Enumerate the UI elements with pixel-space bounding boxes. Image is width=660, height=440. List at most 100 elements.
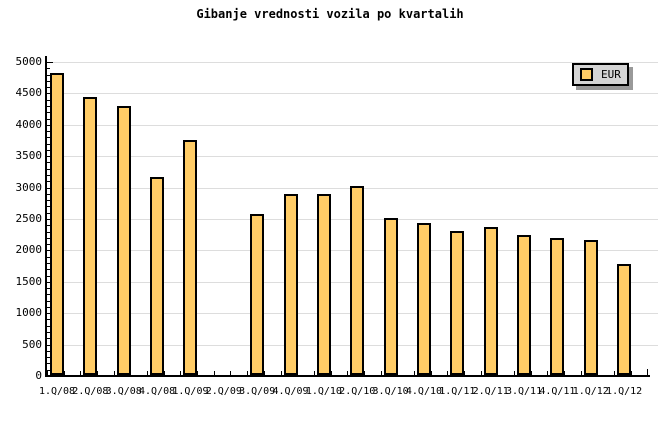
- x-tick: [97, 371, 99, 375]
- x-tick: [213, 371, 215, 375]
- y-tick: [47, 363, 50, 365]
- x-tick-label: 1.Q/11: [439, 386, 476, 397]
- x-tick-label: 2.Q/09: [205, 386, 242, 397]
- h-gridline: [47, 93, 658, 95]
- h-gridline: [47, 124, 658, 126]
- x-tick: [597, 371, 599, 375]
- y-tick: [47, 269, 50, 271]
- y-tick: [47, 262, 50, 264]
- bar: [517, 235, 532, 375]
- x-tick-label: 3.Q/10: [372, 386, 409, 397]
- x-tick: [530, 371, 532, 375]
- y-tick: [47, 325, 50, 327]
- x-tick: [263, 371, 265, 375]
- y-tick: [47, 256, 50, 258]
- h-gridline: [47, 156, 658, 158]
- x-tick-label: 3.Q/11: [505, 386, 543, 397]
- x-tick: [647, 369, 649, 375]
- y-tick: [47, 62, 53, 63]
- x-tick: [247, 371, 249, 375]
- x-tick: [180, 371, 182, 375]
- x-tick: [230, 371, 232, 375]
- y-tick: [47, 225, 50, 227]
- x-tick: [514, 371, 516, 375]
- y-tick-label: 0: [35, 369, 42, 382]
- x-tick: [313, 371, 315, 375]
- x-tick-label: 1.Q/12: [572, 386, 609, 397]
- x-tick: [447, 371, 449, 375]
- x-tick-label: 1.Q/12: [606, 386, 643, 397]
- y-tick-label: 5000: [15, 55, 43, 68]
- y-tick: [47, 118, 50, 120]
- x-tick: [280, 371, 282, 375]
- y-tick: [47, 131, 50, 133]
- chart-title: Gibanje vrednosti vozila po kvartalih: [196, 7, 464, 21]
- legend-label: EUR: [601, 68, 621, 81]
- y-tick: [47, 68, 50, 70]
- y-tick: [47, 112, 50, 114]
- y-tick: [47, 74, 50, 76]
- y-tick-label: 4500: [15, 86, 43, 100]
- y-tick: [47, 175, 50, 177]
- y-tick: [47, 300, 50, 302]
- y-tick: [47, 231, 50, 233]
- y-tick: [47, 237, 50, 239]
- x-tick: [630, 371, 632, 375]
- x-tick: [130, 371, 132, 375]
- y-tick: [47, 105, 50, 107]
- bar: [83, 97, 98, 375]
- bar: [116, 106, 131, 375]
- x-axis-line: [45, 375, 650, 377]
- x-tick: [614, 371, 616, 375]
- x-tick: [564, 371, 566, 375]
- y-tick: [47, 332, 50, 334]
- y-tick-label: 4000: [15, 117, 43, 131]
- y-tick: [47, 99, 50, 101]
- legend-swatch-icon: [580, 68, 593, 81]
- x-tick: [413, 371, 415, 375]
- y-tick: [47, 357, 50, 359]
- x-tick: [163, 371, 165, 375]
- y-tick: [47, 87, 50, 89]
- bar: [383, 218, 398, 375]
- x-tick: [147, 371, 149, 375]
- x-tick: [63, 371, 65, 375]
- y-tick: [47, 162, 50, 164]
- x-tick-label: 1.Q/08: [38, 386, 76, 397]
- x-tick-label: 2.Q/08: [72, 386, 109, 397]
- h-gridline: [47, 62, 658, 63]
- bar: [150, 177, 165, 375]
- x-tick: [113, 371, 115, 375]
- x-tick: [430, 371, 432, 375]
- y-tick-label: 1000: [15, 306, 43, 320]
- x-tick: [297, 371, 299, 375]
- x-tick-label: 1.Q/10: [305, 386, 342, 397]
- y-tick: [47, 275, 50, 277]
- y-tick-label: 1500: [15, 274, 43, 288]
- x-tick-label: 4.Q/10: [405, 386, 443, 397]
- y-tick: [47, 338, 50, 340]
- y-tick: [47, 200, 50, 202]
- x-tick: [380, 371, 382, 375]
- x-tick-label: 2.Q/10: [339, 386, 376, 397]
- x-tick: [547, 371, 549, 375]
- x-tick: [47, 371, 48, 375]
- bar: [316, 194, 331, 375]
- y-tick-label: 3000: [15, 180, 43, 194]
- x-tick: [347, 371, 349, 375]
- x-tick-label: 1.Q/09: [172, 386, 209, 397]
- x-tick: [197, 371, 199, 375]
- bar: [583, 240, 598, 375]
- y-tick-label: 2000: [15, 243, 43, 257]
- y-axis-line: [45, 56, 47, 377]
- y-tick: [47, 137, 50, 139]
- y-tick: [47, 350, 50, 352]
- y-tick: [47, 181, 50, 183]
- y-tick: [47, 288, 50, 290]
- y-tick: [47, 294, 50, 296]
- x-tick-label: 4.Q/11: [539, 386, 576, 397]
- x-tick: [464, 371, 465, 375]
- bar: [550, 238, 565, 375]
- x-tick: [397, 371, 399, 375]
